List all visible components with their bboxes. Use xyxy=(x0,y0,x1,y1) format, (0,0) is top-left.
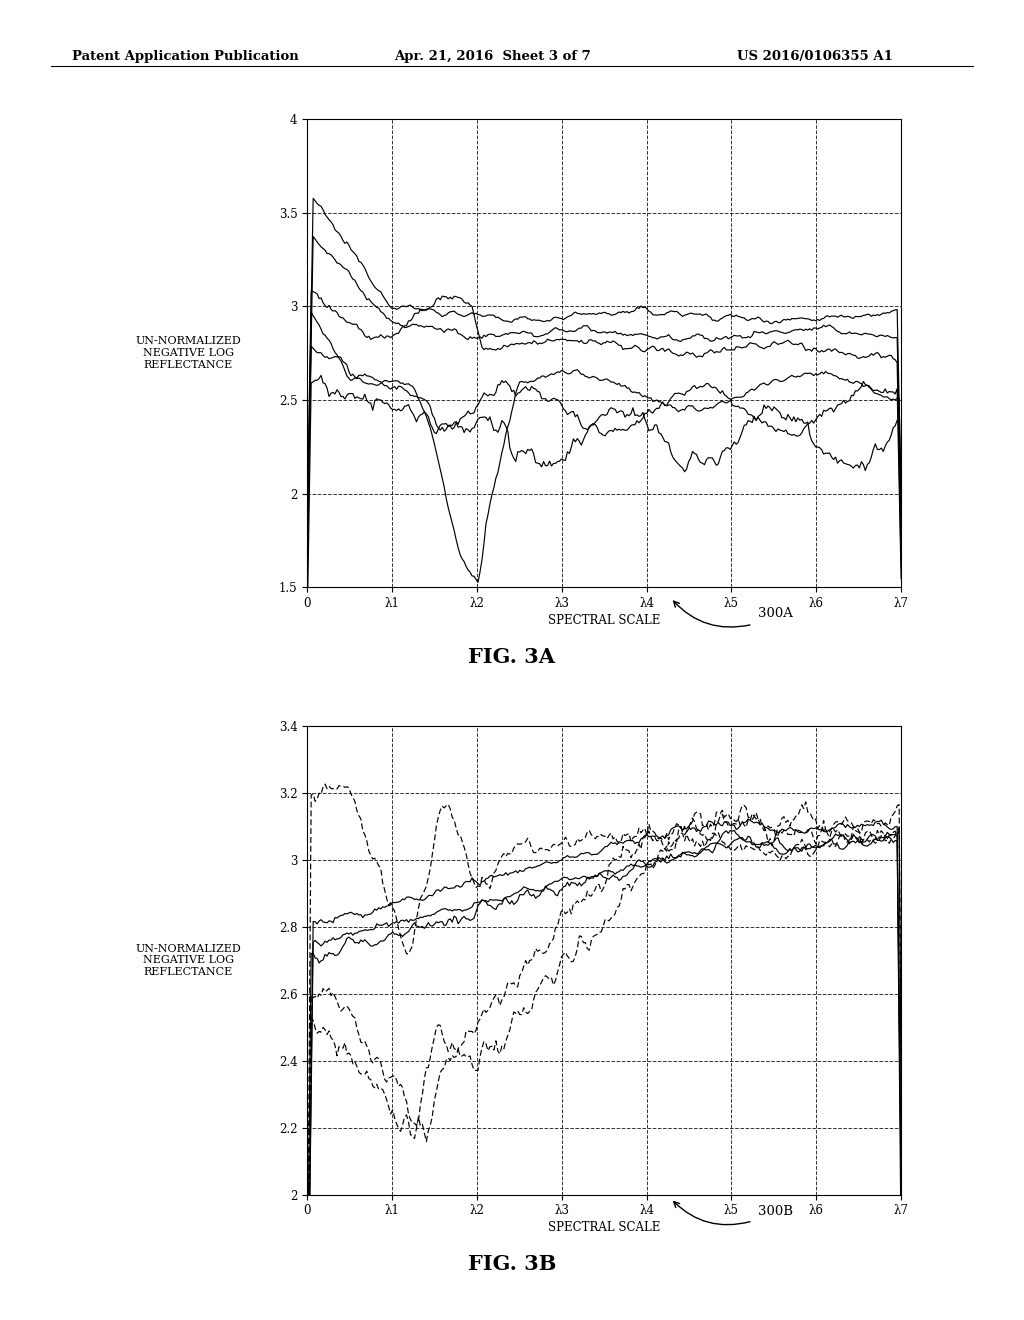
Text: UN-NORMALIZED
NEGATIVE LOG
REFLECTANCE: UN-NORMALIZED NEGATIVE LOG REFLECTANCE xyxy=(135,944,242,977)
Text: US 2016/0106355 A1: US 2016/0106355 A1 xyxy=(737,50,893,63)
X-axis label: SPECTRAL SCALE: SPECTRAL SCALE xyxy=(548,1221,660,1234)
Text: Apr. 21, 2016  Sheet 3 of 7: Apr. 21, 2016 Sheet 3 of 7 xyxy=(394,50,591,63)
Text: FIG. 3A: FIG. 3A xyxy=(469,647,555,667)
Text: 300A: 300A xyxy=(758,607,793,620)
Text: UN-NORMALIZED
NEGATIVE LOG
REFLECTANCE: UN-NORMALIZED NEGATIVE LOG REFLECTANCE xyxy=(135,337,242,370)
Text: 300B: 300B xyxy=(758,1205,793,1218)
X-axis label: SPECTRAL SCALE: SPECTRAL SCALE xyxy=(548,614,660,627)
Text: FIG. 3B: FIG. 3B xyxy=(468,1254,556,1274)
Text: Patent Application Publication: Patent Application Publication xyxy=(72,50,298,63)
